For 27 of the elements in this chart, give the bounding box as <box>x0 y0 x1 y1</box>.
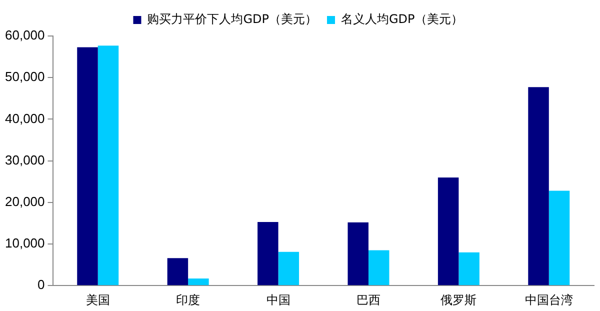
y-tick-label: 20,000 <box>4 194 45 209</box>
x-tick-label: 巴西 <box>356 292 380 307</box>
bar <box>438 177 459 286</box>
x-tick-label: 美国 <box>86 292 110 307</box>
bar <box>258 222 278 286</box>
bar <box>548 190 570 286</box>
y-tick-label: 10,000 <box>4 236 45 251</box>
x-tick-label: 中国台湾 <box>524 292 573 307</box>
y-tick-label: 30,000 <box>4 152 45 168</box>
bar <box>368 250 390 286</box>
y-tick-label: 50,000 <box>4 69 45 84</box>
bar <box>77 47 98 286</box>
legend-label: 名义人均GDP（美元） <box>341 12 463 26</box>
bar <box>528 87 549 286</box>
x-tick-label: 印度 <box>176 292 200 307</box>
x-tick-label: 俄罗斯 <box>440 292 477 307</box>
y-tick-label: 0 <box>38 277 45 292</box>
bar <box>278 252 300 286</box>
y-tick-label: 40,000 <box>4 110 45 126</box>
x-tick-label: 中国 <box>266 292 290 307</box>
bar <box>98 46 119 286</box>
legend-label: 购买力平价下人均GDP（美元） <box>147 12 318 26</box>
bar <box>348 222 368 286</box>
bar <box>188 278 209 286</box>
bar <box>458 252 480 286</box>
y-tick-label: 60,000 <box>4 28 45 43</box>
bar <box>167 258 188 286</box>
